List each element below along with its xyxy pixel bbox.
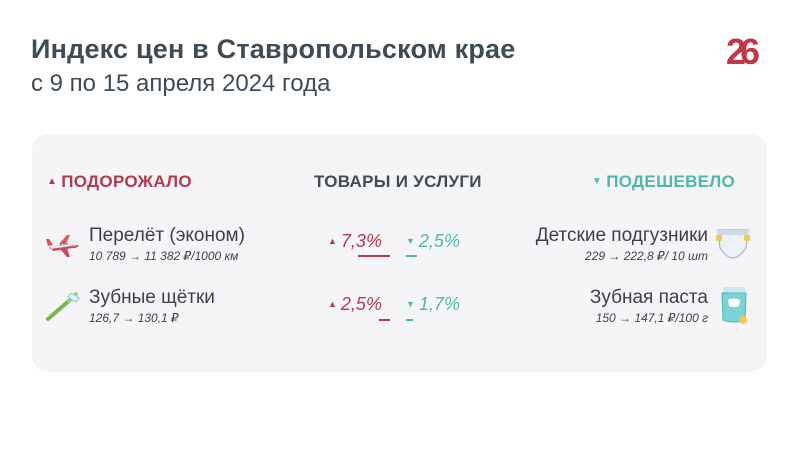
pct-down-row2: ▼ 1,7% (406, 294, 460, 314)
decrease-bar-row2 (406, 319, 413, 321)
pct-up-row2: ▲ 2,5% (328, 294, 382, 314)
increase-bar-row1 (358, 255, 390, 257)
column-header-down: ▼ ПОДЕШЕВЕЛО (592, 172, 736, 191)
column-header-up: ▲ ПОДОРОЖАЛО (47, 172, 192, 191)
pct-down-row1: ▼ 2,5% (406, 231, 460, 251)
item-prices-toothpaste: 150 → 147,1 ₽/100 г (595, 311, 708, 325)
toothpaste-icon (721, 287, 747, 324)
brand-logo: 26 (726, 31, 765, 71)
toothbrush-icon (46, 292, 80, 321)
diaper-icon (716, 229, 750, 259)
price-card (32, 134, 767, 372)
page-title: Индекс цен в Ставропольском крае (31, 34, 516, 64)
item-prices-flight: 10 789 → 11 382 ₽/1000 км (89, 249, 239, 263)
item-name-toothpaste: Зубная паста (589, 287, 708, 308)
decrease-bar-row1 (406, 255, 417, 257)
page-subtitle: с 9 по 15 апреля 2024 года (31, 70, 331, 97)
airplane-icon (46, 235, 80, 257)
logo-text: 26 (726, 31, 759, 71)
item-name-flight: Перелёт (эконом) (89, 225, 245, 246)
up-triangle-icon: ▲ (47, 176, 58, 187)
item-name-diapers: Детские подгузники (535, 225, 708, 246)
item-name-toothbrushes: Зубные щётки (89, 287, 215, 308)
pct-up-row1: ▲ 7,3% (328, 231, 382, 251)
increase-bar-row2 (379, 319, 390, 321)
column-header-goods: ТОВАРЫ И УСЛУГИ (314, 172, 482, 191)
down-triangle-icon: ▼ (592, 176, 603, 187)
item-prices-diapers: 229 → 222,8 ₽/ 10 шт (585, 249, 708, 263)
item-prices-toothbrushes: 126,7 → 130,1 ₽ (89, 311, 179, 325)
